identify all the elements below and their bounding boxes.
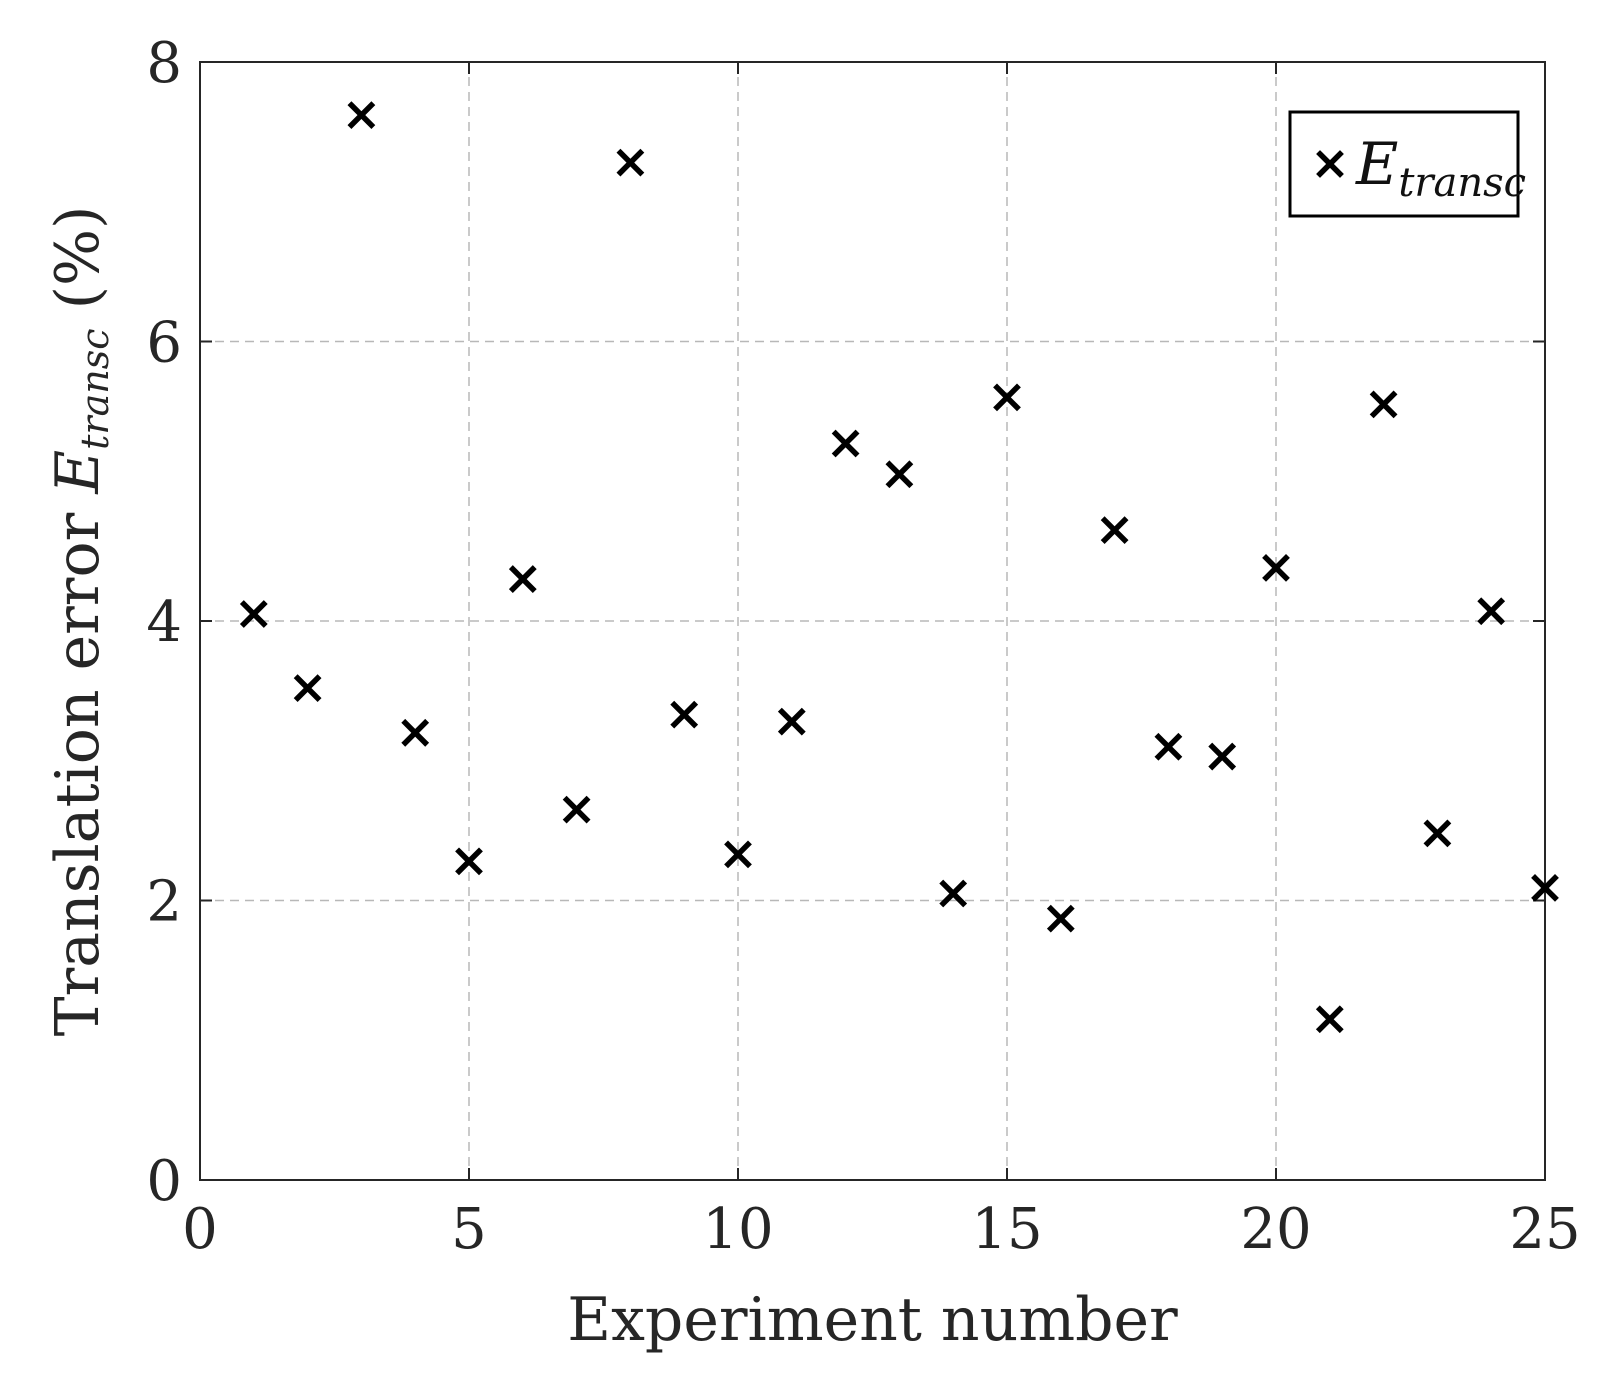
x-tick-label: 15: [971, 1197, 1042, 1262]
data-point: [885, 460, 914, 489]
y-axis-label-suffix: (%): [43, 206, 113, 329]
x-tick-label: 10: [702, 1197, 773, 1262]
y-axis-label: Translation error Etransc (%): [43, 206, 117, 1037]
data-point: [777, 707, 806, 736]
y-tick-label: 4: [146, 590, 182, 655]
y-axis-label-subscript: transc: [73, 328, 117, 449]
legend-marker-icon: [1316, 150, 1344, 178]
data-point: [239, 600, 268, 628]
data-point: [1262, 554, 1290, 582]
data-point: [831, 429, 860, 458]
x-tick-label: 20: [1240, 1197, 1311, 1262]
data-point: [1531, 874, 1559, 902]
data-point: [1208, 742, 1237, 771]
x-axis-label: Experiment number: [567, 1285, 1178, 1355]
data-point: [670, 700, 699, 729]
y-tick-label: 8: [146, 31, 182, 96]
x-tick-label: 5: [451, 1197, 487, 1262]
y-axis-label-prefix: Translation error: [43, 494, 113, 1037]
y-axis-label-variable: E: [43, 450, 113, 495]
data-point: [1423, 819, 1452, 848]
x-tick-label: 0: [182, 1197, 218, 1262]
data-point: [1477, 597, 1506, 626]
y-tick-label: 2: [146, 870, 182, 935]
legend-cross: [1316, 150, 1344, 178]
data-point: [993, 383, 1021, 412]
data-point: [455, 847, 483, 876]
data-points: [239, 101, 1559, 1034]
legend-entry-main: E: [1355, 130, 1398, 198]
data-point: [562, 795, 591, 824]
y-tick-label: 6: [146, 311, 182, 376]
x-tick-label: 25: [1509, 1197, 1580, 1262]
data-point: [347, 101, 376, 129]
data-point: [616, 148, 645, 177]
data-point: [1315, 1005, 1344, 1034]
data-point: [401, 718, 430, 747]
data-point: [293, 674, 322, 702]
data-point: [939, 879, 968, 908]
grid-lines: [200, 62, 1545, 1180]
y-tick-label: 0: [146, 1149, 182, 1214]
axis-ticks: 0 5 10 15 20 25 0 2 4 6 8: [146, 31, 1580, 1262]
data-point: [1100, 516, 1129, 545]
legend-entry: Etransc: [1355, 130, 1526, 206]
legend: Etransc: [1288, 110, 1526, 218]
data-point: [1046, 904, 1075, 933]
data-point: [1369, 390, 1398, 419]
data-point: [1154, 732, 1183, 761]
data-point: [724, 840, 752, 869]
data-point: [508, 565, 537, 593]
legend-entry-subscript: transc: [1398, 160, 1526, 206]
